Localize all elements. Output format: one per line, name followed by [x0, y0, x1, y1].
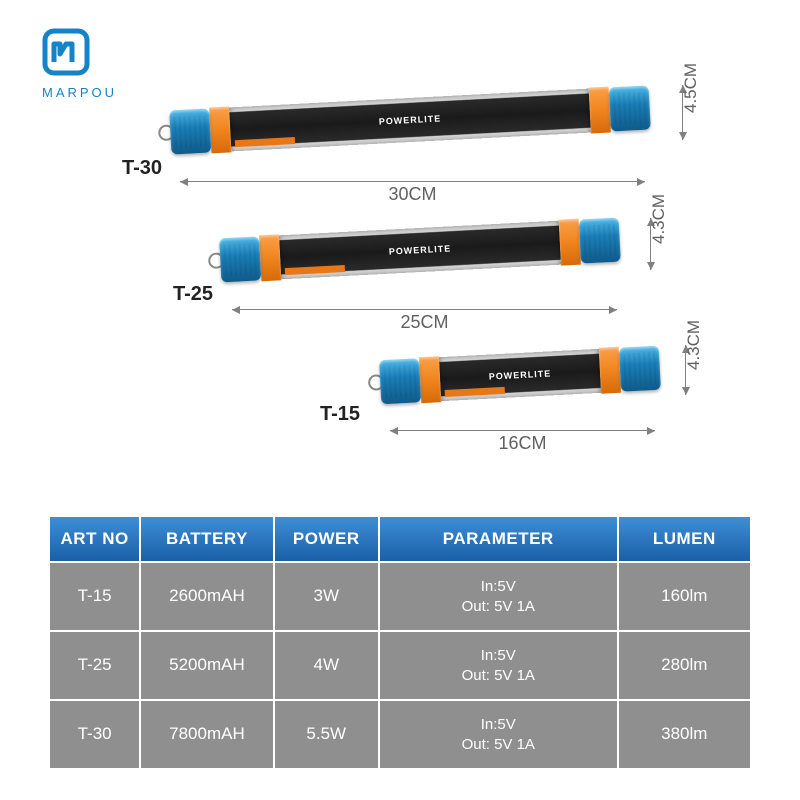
col-artno: ART NO	[49, 516, 140, 562]
product-label: POWERLITE	[489, 368, 552, 381]
model-label-t15: T-15	[320, 403, 360, 426]
table-row: T-25 5200mAH 4W In:5V Out: 5V 1A 280lm	[49, 631, 751, 700]
dim-diameter-t30: 4.5CM	[682, 85, 683, 140]
model-label-t30: T-30	[122, 157, 162, 180]
col-power: POWER	[274, 516, 379, 562]
dim-length-t30: 30CM	[180, 181, 645, 182]
product-label: POWERLITE	[389, 243, 452, 256]
product-row-t30: POWERLITE 30CM 4.5CM	[80, 95, 740, 145]
spec-table: ART NO BATTERY POWER PARAMETER LUMEN T-1…	[48, 515, 752, 770]
product-row-t25: POWERLITE 25CM 4.3CM	[80, 225, 740, 275]
table-row: T-30 7800mAH 5.5W In:5V Out: 5V 1A 380lm	[49, 700, 751, 769]
brand-logo: MARPOU	[42, 28, 117, 100]
col-lumen: LUMEN	[618, 516, 751, 562]
model-label-t25: T-25	[173, 283, 213, 306]
product-diagram: POWERLITE 30CM 4.5CM T-30 POWERLITE 25CM	[80, 95, 740, 485]
col-parameter: PARAMETER	[379, 516, 618, 562]
dim-length-t25: 25CM	[232, 309, 617, 310]
tube-t30: POWERLITE	[169, 82, 651, 157]
dim-diameter-t15: 4.3CM	[685, 345, 686, 395]
table-row: T-15 2600mAH 3W In:5V Out: 5V 1A 160lm	[49, 562, 751, 631]
logo-icon	[42, 28, 90, 76]
tube-t15: POWERLITE	[379, 343, 661, 408]
col-battery: BATTERY	[140, 516, 273, 562]
dim-length-t15: 16CM	[390, 430, 655, 431]
dim-diameter-t25: 4.3CM	[650, 218, 651, 270]
product-row-t15: POWERLITE 16CM 4.3CM	[80, 350, 740, 400]
table-header-row: ART NO BATTERY POWER PARAMETER LUMEN	[49, 516, 751, 562]
product-label: POWERLITE	[379, 113, 442, 126]
tube-t25: POWERLITE	[219, 215, 621, 286]
